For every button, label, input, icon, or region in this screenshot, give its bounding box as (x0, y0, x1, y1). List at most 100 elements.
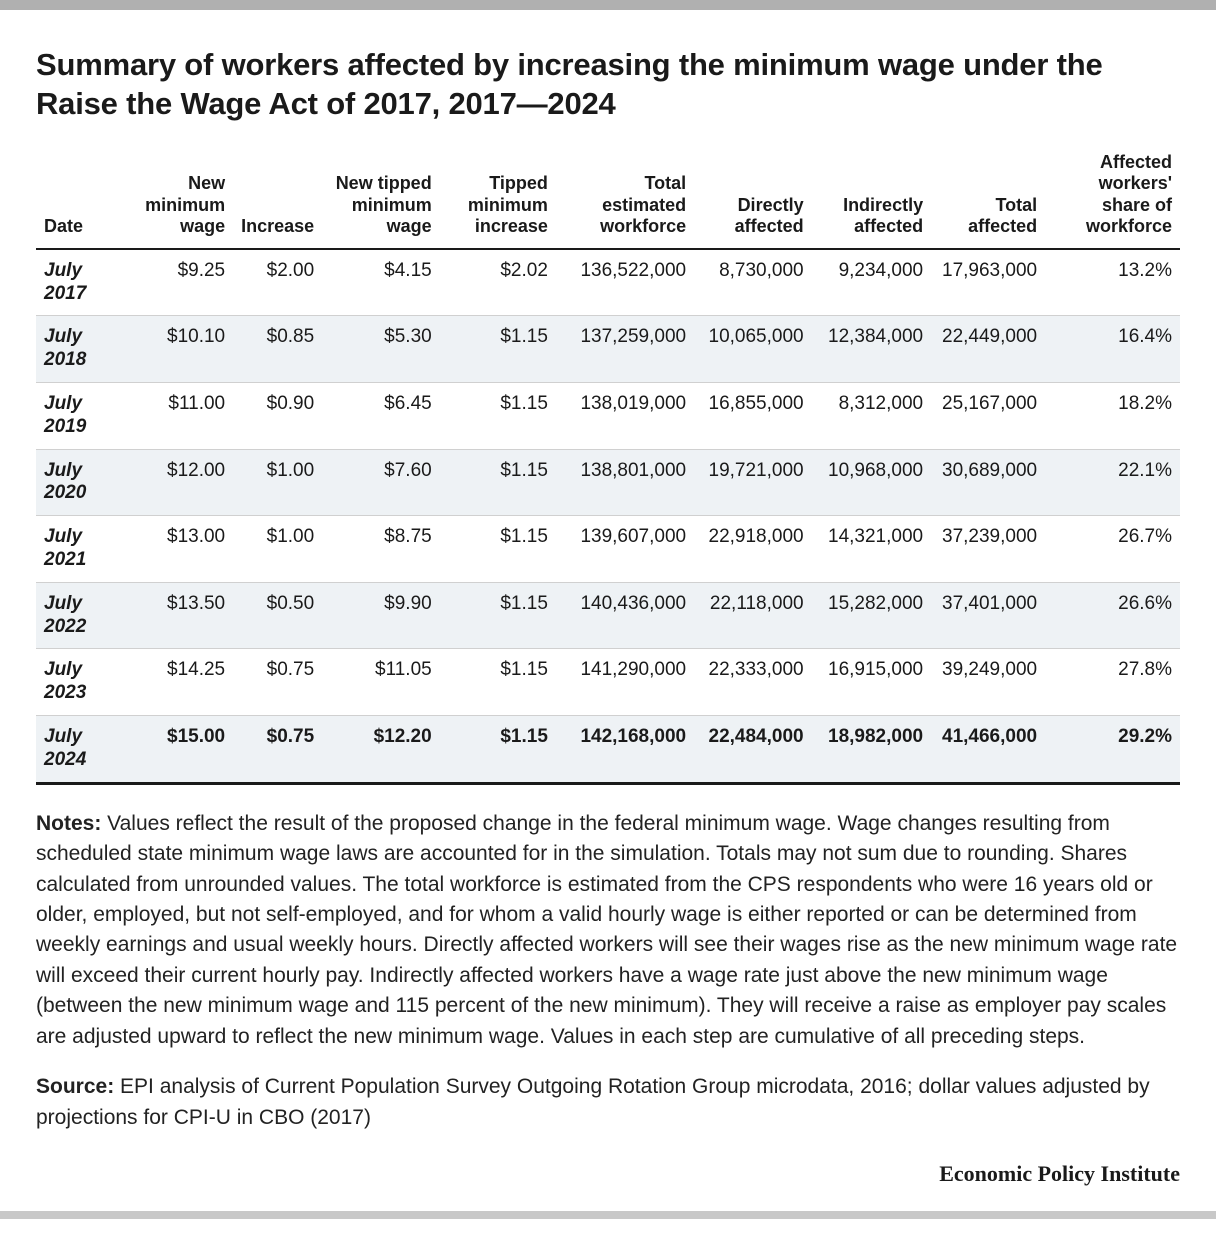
data-cell: $12.20 (322, 716, 440, 784)
data-cell: 139,607,000 (556, 516, 694, 583)
data-cell: $2.02 (440, 249, 556, 316)
table-row: July2022$13.50$0.50$9.90$1.15140,436,000… (36, 582, 1180, 649)
date-cell: July2022 (36, 582, 124, 649)
data-cell: $1.15 (440, 383, 556, 450)
data-cell: 12,384,000 (812, 316, 931, 383)
data-cell: 27.8% (1045, 649, 1180, 716)
data-cell: 142,168,000 (556, 716, 694, 784)
data-cell: 29.2% (1045, 716, 1180, 784)
data-cell: 16.4% (1045, 316, 1180, 383)
table-row: July2019$11.00$0.90$6.45$1.15138,019,000… (36, 383, 1180, 450)
data-cell: $0.50 (233, 582, 322, 649)
source-label: Source: (36, 1075, 114, 1098)
data-cell: $8.75 (322, 516, 440, 583)
data-cell: 26.7% (1045, 516, 1180, 583)
data-cell: 19,721,000 (694, 449, 812, 516)
data-cell: $13.00 (124, 516, 233, 583)
source-block: Source: EPI analysis of Current Populati… (36, 1072, 1180, 1133)
data-cell: 15,282,000 (812, 582, 931, 649)
source-text: EPI analysis of Current Population Surve… (36, 1075, 1150, 1128)
data-cell: $10.10 (124, 316, 233, 383)
data-cell: $1.15 (440, 449, 556, 516)
data-cell: 22,333,000 (694, 649, 812, 716)
date-cell: July2020 (36, 449, 124, 516)
date-cell: July2023 (36, 649, 124, 716)
data-cell: $14.25 (124, 649, 233, 716)
data-cell: 17,963,000 (931, 249, 1045, 316)
date-cell: July2017 (36, 249, 124, 316)
column-header: Indirectly affected (812, 146, 931, 249)
table-header: DateNew minimum wageIncreaseNew tipped m… (36, 146, 1180, 249)
data-cell: $9.25 (124, 249, 233, 316)
data-cell: 8,312,000 (812, 383, 931, 450)
data-cell: 16,915,000 (812, 649, 931, 716)
data-cell: 22,118,000 (694, 582, 812, 649)
top-decorative-bar (0, 0, 1216, 10)
data-cell: $4.15 (322, 249, 440, 316)
data-cell: 22,484,000 (694, 716, 812, 784)
data-cell: 138,801,000 (556, 449, 694, 516)
data-cell: 10,065,000 (694, 316, 812, 383)
data-cell: 22,918,000 (694, 516, 812, 583)
data-cell: $0.75 (233, 649, 322, 716)
data-cell: $0.90 (233, 383, 322, 450)
data-cell: 37,239,000 (931, 516, 1045, 583)
data-cell: 18.2% (1045, 383, 1180, 450)
column-header: Total estimated workforce (556, 146, 694, 249)
data-cell: $1.15 (440, 316, 556, 383)
data-cell: 140,436,000 (556, 582, 694, 649)
date-cell: July2019 (36, 383, 124, 450)
column-header: Tipped minimum increase (440, 146, 556, 249)
data-cell: 41,466,000 (931, 716, 1045, 784)
date-cell: July2021 (36, 516, 124, 583)
page-container: Summary of workers affected by increasin… (0, 10, 1216, 1211)
column-header: Directly affected (694, 146, 812, 249)
data-cell: $1.15 (440, 649, 556, 716)
data-cell: 26.6% (1045, 582, 1180, 649)
table-row: July2017$9.25$2.00$4.15$2.02136,522,0008… (36, 249, 1180, 316)
data-cell: $2.00 (233, 249, 322, 316)
data-cell: $11.05 (322, 649, 440, 716)
data-cell: $1.15 (440, 582, 556, 649)
notes-block: Notes: Values reflect the result of the … (36, 809, 1180, 1053)
table-row: July2024$15.00$0.75$12.20$1.15142,168,00… (36, 716, 1180, 784)
data-cell: $1.15 (440, 716, 556, 784)
data-cell: 18,982,000 (812, 716, 931, 784)
table-row: July2018$10.10$0.85$5.30$1.15137,259,000… (36, 316, 1180, 383)
notes-label: Notes: (36, 812, 101, 835)
data-cell: 13.2% (1045, 249, 1180, 316)
data-cell: $13.50 (124, 582, 233, 649)
data-cell: $11.00 (124, 383, 233, 450)
data-cell: $12.00 (124, 449, 233, 516)
data-cell: 37,401,000 (931, 582, 1045, 649)
data-cell: 25,167,000 (931, 383, 1045, 450)
data-cell: 8,730,000 (694, 249, 812, 316)
attribution: Economic Policy Institute (36, 1161, 1180, 1187)
data-cell: 22.1% (1045, 449, 1180, 516)
page-title: Summary of workers affected by increasin… (36, 46, 1180, 124)
data-cell: 137,259,000 (556, 316, 694, 383)
column-header: New tipped minimum wage (322, 146, 440, 249)
data-cell: 16,855,000 (694, 383, 812, 450)
table-row: July2023$14.25$0.75$11.05$1.15141,290,00… (36, 649, 1180, 716)
data-cell: 9,234,000 (812, 249, 931, 316)
column-header: Date (36, 146, 124, 249)
data-cell: 30,689,000 (931, 449, 1045, 516)
table-row: July2021$13.00$1.00$8.75$1.15139,607,000… (36, 516, 1180, 583)
data-cell: $0.75 (233, 716, 322, 784)
date-cell: July2024 (36, 716, 124, 784)
bottom-decorative-bar (0, 1211, 1216, 1219)
table-body: July2017$9.25$2.00$4.15$2.02136,522,0008… (36, 249, 1180, 783)
data-cell: 141,290,000 (556, 649, 694, 716)
data-cell: 39,249,000 (931, 649, 1045, 716)
table-row: July2020$12.00$1.00$7.60$1.15138,801,000… (36, 449, 1180, 516)
data-cell: $1.00 (233, 449, 322, 516)
data-cell: 22,449,000 (931, 316, 1045, 383)
date-cell: July2018 (36, 316, 124, 383)
notes-text: Values reflect the result of the propose… (36, 812, 1177, 1048)
data-cell: $1.00 (233, 516, 322, 583)
data-cell: 14,321,000 (812, 516, 931, 583)
data-cell: 136,522,000 (556, 249, 694, 316)
column-header: Affected workers' share of workforce (1045, 146, 1180, 249)
column-header: Total affected (931, 146, 1045, 249)
